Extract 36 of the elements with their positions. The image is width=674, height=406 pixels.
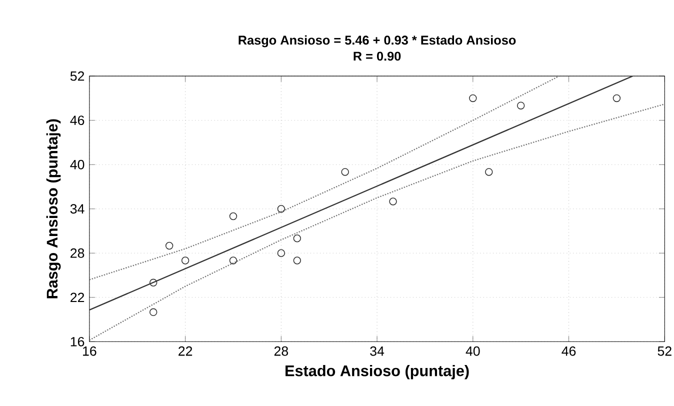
point bbox=[389, 198, 397, 206]
point bbox=[612, 94, 621, 102]
x-tick-label: 28 bbox=[274, 346, 288, 356]
y-tick-label: 28 bbox=[70, 248, 84, 258]
x-tick-label: 22 bbox=[178, 346, 192, 356]
point bbox=[149, 308, 158, 316]
x-tick-label: 34 bbox=[370, 346, 384, 356]
y-tick-label: 46 bbox=[70, 116, 84, 126]
point bbox=[165, 242, 174, 250]
line-series bbox=[89, 104, 665, 341]
y-tick-label: 22 bbox=[70, 292, 84, 302]
point bbox=[469, 94, 477, 102]
y-tick-label: 52 bbox=[70, 71, 84, 81]
x-tick-label: 46 bbox=[562, 346, 576, 356]
point bbox=[516, 102, 525, 110]
x-tick-label: 40 bbox=[466, 346, 480, 356]
point bbox=[341, 168, 349, 176]
y-axis-title: Rasgo Ansioso (puntaje) bbox=[46, 119, 61, 298]
y-tick-label: 16 bbox=[70, 337, 84, 347]
x-tick-label: 16 bbox=[83, 346, 96, 356]
line-series bbox=[89, 76, 560, 280]
chart-subtitle: R = 0.90 bbox=[354, 52, 401, 61]
chart-title: Rasgo Ansioso = 5.46 + 0.93 * Estado Ansioso bbox=[238, 35, 516, 48]
point bbox=[277, 205, 286, 213]
y-tick-label: 40 bbox=[70, 160, 84, 170]
point bbox=[293, 256, 302, 265]
point bbox=[293, 234, 302, 242]
point bbox=[149, 278, 158, 287]
point bbox=[277, 249, 286, 258]
point bbox=[229, 256, 238, 265]
x-axis-title: Estado Ansioso (puntaje) bbox=[286, 365, 469, 380]
point bbox=[485, 168, 493, 176]
point bbox=[181, 256, 190, 265]
point bbox=[229, 212, 238, 220]
x-tick-label: 52 bbox=[658, 346, 672, 356]
y-tick-label: 34 bbox=[70, 204, 84, 214]
